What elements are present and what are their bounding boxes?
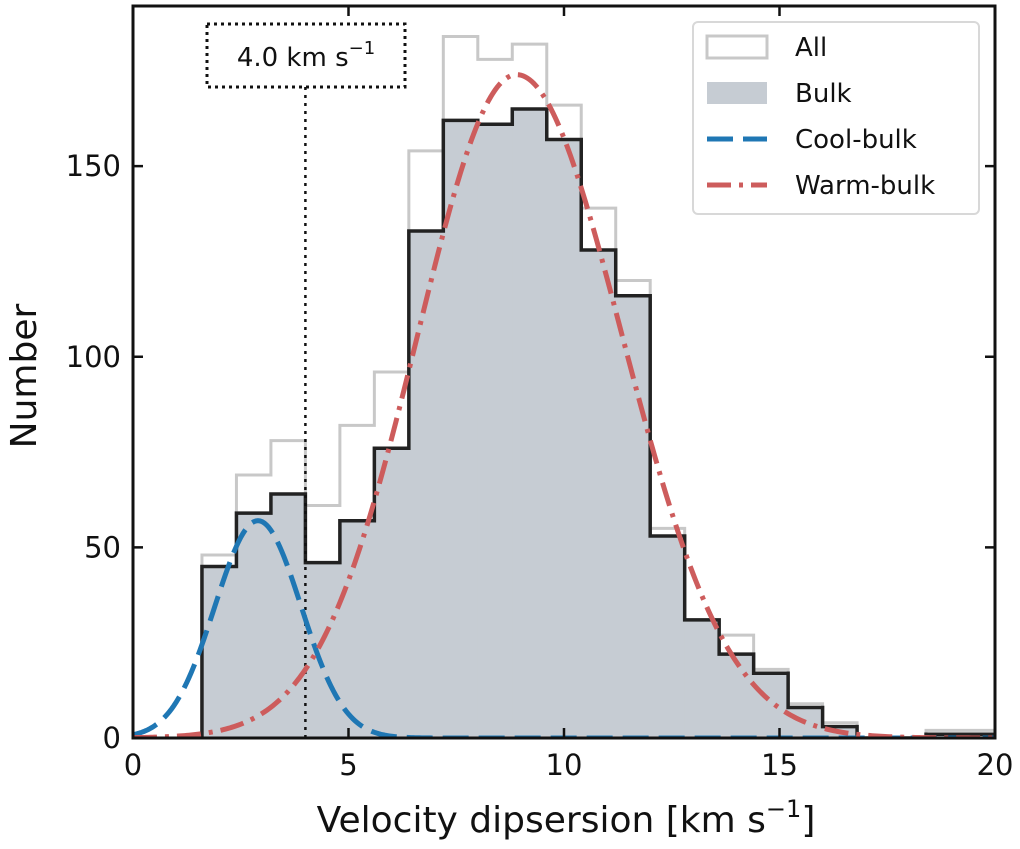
bulk-bar [201, 566, 238, 738]
bulk-bar [581, 250, 617, 738]
x-tick-label: 5 [339, 748, 357, 782]
threshold-annotation-box [205, 22, 407, 89]
bulk-bar [926, 734, 962, 738]
bulk-bar [236, 513, 272, 738]
legend-swatch-all [705, 34, 769, 60]
bulk-bar [443, 120, 479, 738]
bulk-bar [546, 139, 582, 738]
legend-swatch-bulk [707, 82, 767, 104]
y-tick-label: 50 [84, 530, 121, 564]
bulk-bar [753, 673, 789, 738]
bulk-bar [512, 108, 548, 738]
x-axis-title: Velocity dipsersion [km s−1] [317, 795, 816, 841]
axis-ticks: 0 5 10 15 20 0 50 100 150 [66, 6, 1014, 782]
bulk-bar [477, 124, 513, 738]
x-tick-label: 15 [761, 748, 798, 782]
legend-label-bulk: Bulk [795, 79, 852, 109]
bulk-bar [408, 230, 444, 738]
threshold-annotation: 4.0 km s−1 [205, 22, 407, 89]
bulk-bar [305, 562, 341, 738]
series-bulk-histogram [200, 107, 995, 738]
warm-bulk-curve [133, 72, 995, 738]
legend-label-warm-bulk: Warm-bulk [795, 171, 935, 201]
legend-label-all: All [795, 33, 827, 63]
plot-area [133, 35, 995, 738]
bulk-bar [374, 448, 410, 738]
legend-label-cool-bulk: Cool-bulk [795, 125, 917, 155]
y-tick-label: 0 [103, 721, 121, 755]
plot-frame [131, 4, 997, 740]
bulk-bar [270, 494, 306, 738]
y-tick-label: 150 [66, 149, 121, 183]
bulk-bar [615, 295, 651, 738]
y-tick-label: 100 [66, 340, 121, 374]
legend-frame [692, 21, 980, 215]
y-axis-title: Number [4, 303, 45, 448]
bulk-bar [650, 535, 686, 738]
threshold-annotation-text: 4.0 km s−1 [237, 38, 375, 73]
x-tick-label: 10 [546, 748, 583, 782]
bulk-bar [719, 654, 755, 738]
legend: All Bulk Cool-bulk Warm-bulk [692, 21, 980, 215]
x-tick-label: 0 [124, 748, 142, 782]
bulk-bar [684, 619, 720, 738]
x-tick-label: 20 [977, 748, 1014, 782]
